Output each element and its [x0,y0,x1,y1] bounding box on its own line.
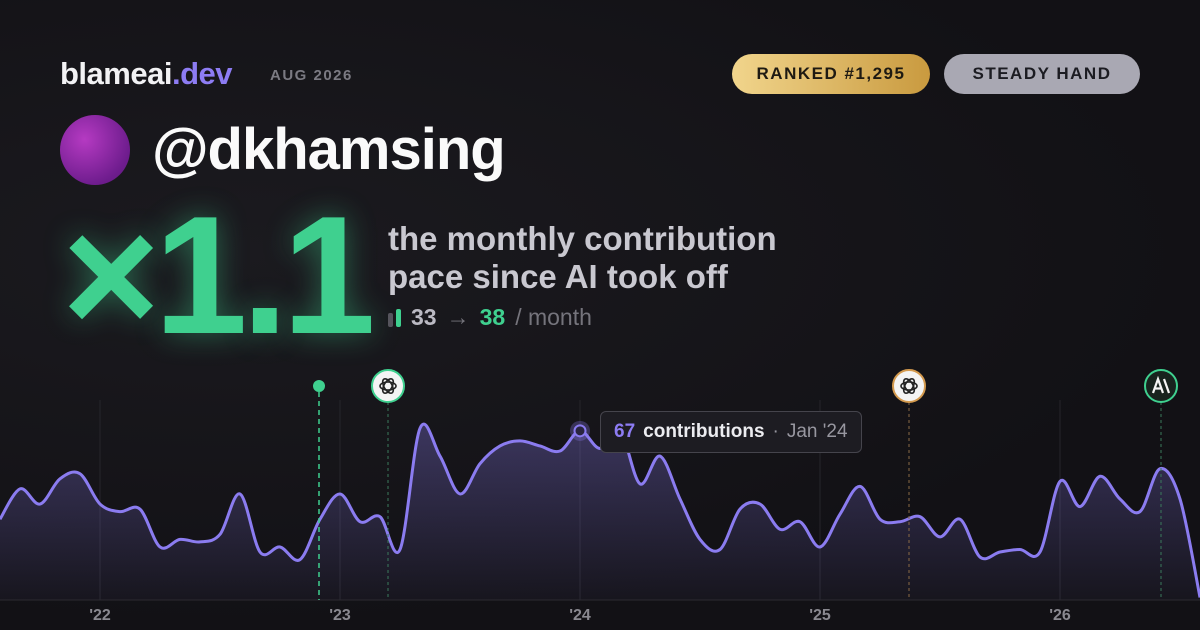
description-line: the monthly contribution [388,220,777,257]
highlight-point [573,424,587,438]
brand: blameai.dev [60,56,232,92]
description: the monthly contribution pace since AI t… [388,220,777,296]
tooltip-value: 67 [614,421,636,442]
pace-arrow: → [446,304,470,330]
pace-before: 33 [411,304,437,330]
anthropic-icon [1144,369,1178,403]
x-tick-label: '25 [809,607,831,624]
pace: 33 → 38 / month [388,304,592,331]
line [0,423,1200,598]
tooltip-unit: contributions [643,421,765,442]
x-tick-label: '23 [329,607,351,624]
tooltip-date: Jan '24 [786,421,848,442]
multiplier: ×1.1 [62,181,376,369]
tooltip-separator: · [772,421,779,442]
brand-suffix: .dev [171,56,233,91]
description-line: pace since AI took off [388,258,728,295]
x-tick-label: '24 [569,607,591,624]
avatar [60,115,130,185]
handle: @dkhamsing [152,117,506,182]
rank-badge: RANKED #1,295 [732,54,930,94]
area [0,424,1200,600]
pace-unit: / month [515,304,592,330]
openai-icon [371,369,405,403]
event-dot [313,380,325,392]
brand-name: blameai [60,56,172,91]
pace-after: 38 [479,304,506,330]
tooltip: 67 contributions · Jan '24 [600,411,862,453]
openai-icon [892,369,926,403]
x-tick-label: '26 [1049,607,1071,624]
pace-icon [388,308,401,327]
x-tick-label: '22 [89,607,111,624]
style-badge: STEADY HAND [944,54,1140,94]
date: AUG 2026 [270,67,353,84]
